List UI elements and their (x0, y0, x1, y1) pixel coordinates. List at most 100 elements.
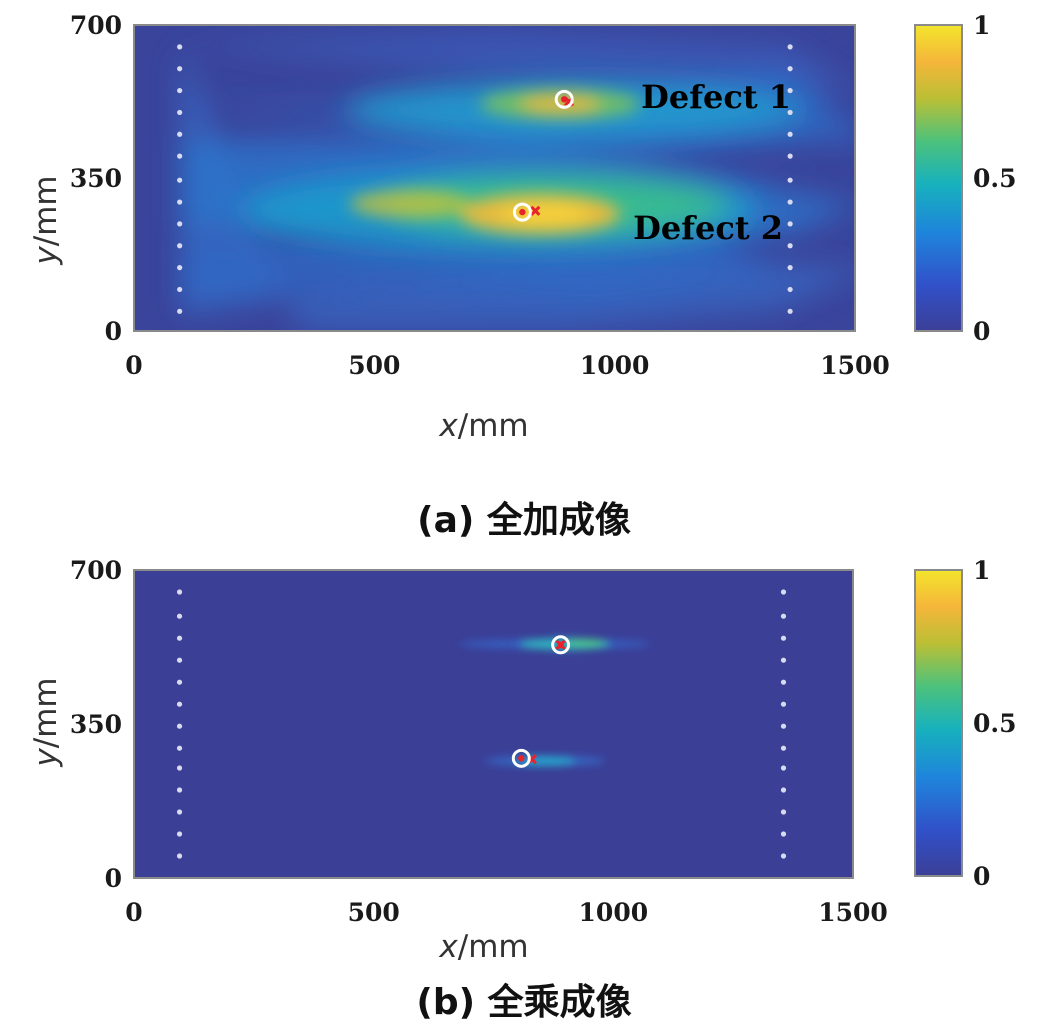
x-tick-label: 1000 (580, 351, 650, 380)
panel-a: 0 500 1000 1500 0 350 700 Defect 1 Defect 2 x/m… (28, 11, 1017, 541)
sensor-point (176, 635, 183, 641)
x-axis-label-b: x/mm (438, 929, 528, 965)
sensor-point (787, 66, 793, 72)
colorbar-tick-label: 0.5 (973, 709, 1017, 738)
colorbar-a: 00.51 (914, 11, 1017, 346)
sensor-point (176, 657, 183, 663)
y-tick-label: 350 (70, 710, 122, 739)
caption-a: (a) 全加成像 (417, 499, 631, 541)
x-tick-label: 500 (348, 351, 400, 380)
sensor-point (176, 613, 183, 619)
sensor-point (176, 831, 183, 837)
sensor-point (787, 265, 793, 271)
sensor-point (176, 701, 183, 707)
sensor-point (787, 177, 793, 183)
y-tick-label: 0 (105, 317, 122, 346)
sensor-point (787, 286, 793, 293)
x-tick-label: 0 (125, 898, 142, 927)
y-tick-label: 350 (70, 164, 122, 193)
y-tick-label: 700 (70, 556, 122, 585)
x-tick-label: 1500 (820, 351, 890, 380)
sensor-point (787, 44, 793, 50)
sensor-point (177, 109, 183, 116)
x-tick-label: 1500 (818, 898, 888, 927)
sensor-point (787, 308, 793, 314)
sensor-point (176, 809, 183, 815)
colorbar-tick-label: 0 (973, 862, 990, 891)
axis-ticks-b: 0 500 1000 1500 0 350 700 (70, 556, 888, 927)
x-tick-label: 500 (348, 898, 400, 927)
sensor-point (780, 745, 787, 751)
sensor-point (177, 44, 183, 50)
sensor-point (780, 635, 787, 641)
y-tick-label: 700 (70, 11, 122, 40)
estimated-location-marker (530, 205, 541, 216)
sensor-point (177, 286, 183, 293)
sensor-point (780, 831, 787, 837)
caption-b: (b) 全乘成像 (416, 981, 631, 1023)
sensor-point (177, 66, 183, 72)
hotspots-a-core (350, 89, 640, 234)
plot-frame-a (133, 24, 856, 332)
sensor-point (177, 153, 183, 159)
y-tick-label: 0 (105, 864, 122, 893)
colorbar-gradient-b (914, 569, 963, 877)
colorbar-b: 00.51 (914, 556, 1017, 891)
sensor-point (177, 87, 183, 94)
defect-label: Defect 1 (641, 78, 791, 116)
true-defect-marker (554, 89, 574, 109)
y-axis-label-a: y/mm (28, 175, 64, 265)
sensor-point (176, 745, 183, 751)
colorbar-tick-label: 1 (973, 11, 990, 40)
colorbar-tick-label: 0 (973, 317, 990, 346)
true-defect-marker (512, 202, 532, 222)
plot-frame-b (133, 569, 854, 879)
sensor-point (177, 308, 183, 314)
sensor-point (176, 765, 183, 771)
sensor-point (177, 265, 183, 271)
sensor-point (780, 613, 787, 619)
sensor-point (780, 853, 787, 859)
defect-markers-b (511, 635, 571, 768)
plot-area-a (134, 25, 855, 331)
sensor-point (787, 221, 793, 227)
sensor-point (787, 87, 793, 94)
defect-label: Defect 2 (633, 209, 783, 247)
sensor-point (177, 243, 183, 249)
sensor-point (177, 221, 183, 227)
sensor-point (780, 679, 787, 685)
x-tick-label: 1000 (579, 898, 649, 927)
sensor-point (780, 701, 787, 707)
sensor-point (176, 679, 183, 685)
colorbar-tick-label: 1 (973, 556, 990, 585)
sensor-point (177, 131, 183, 137)
sensor-point (177, 177, 183, 183)
sensor-point (780, 589, 787, 595)
sensor-point (787, 199, 793, 205)
sensor-array-a (177, 44, 793, 314)
x-axis-label-a: x/mm (438, 408, 528, 444)
defect-labels-a: Defect 1 Defect 2 (633, 78, 791, 247)
colorbar-ticks-a: 00.51 (973, 11, 1017, 346)
plot-area-b (134, 570, 853, 878)
sensor-point (177, 199, 183, 205)
sensor-point (780, 787, 787, 793)
sensor-point (780, 723, 787, 729)
sensor-point (780, 765, 787, 771)
true-defect-marker (511, 748, 531, 768)
true-defect-marker (551, 635, 571, 655)
sensor-point (787, 131, 793, 137)
x-tick-label: 0 (125, 351, 142, 380)
sensor-point (176, 787, 183, 793)
colorbar-ticks-b: 00.51 (973, 556, 1017, 891)
axis-ticks-a: 0 500 1000 1500 0 350 700 (70, 11, 890, 380)
sensor-point (787, 109, 793, 116)
sensor-point (787, 153, 793, 159)
colorbar-gradient-a (914, 24, 963, 332)
y-axis-label-b: y/mm (28, 677, 64, 767)
sensor-array-b (176, 589, 787, 859)
sensor-point (787, 243, 793, 249)
sensor-point (780, 809, 787, 815)
